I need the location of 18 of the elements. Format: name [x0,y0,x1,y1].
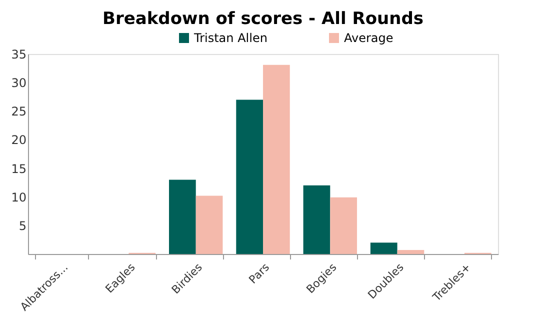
y-tick-label: 15 [11,162,26,176]
y-tick-label: 25 [11,104,26,119]
bar [236,100,263,254]
bar [303,185,330,254]
bar [397,250,424,254]
bar [330,197,357,254]
y-tick-label: 20 [11,133,26,148]
y-tick-label: 5 [18,218,26,233]
chart-title: Breakdown of scores - All Rounds [102,9,424,29]
bar [196,196,223,254]
legend-label: Tristan Allen [193,31,268,45]
y-tick-label: 30 [11,76,26,90]
y-tick-label: 35 [11,48,26,62]
bar [169,180,196,254]
legend-label: Average [344,31,394,45]
y-tick-label: 10 [11,190,26,204]
bar [370,242,398,254]
bar [263,64,290,254]
